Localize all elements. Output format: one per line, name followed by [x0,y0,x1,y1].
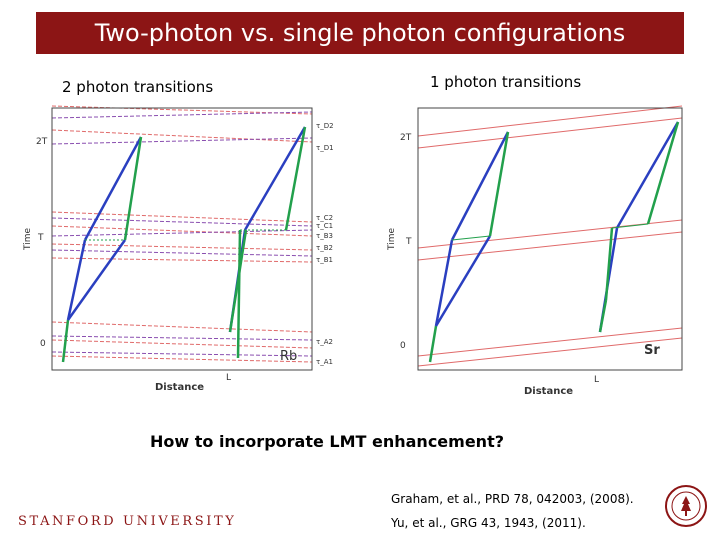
arm-fast [66,239,87,321]
lmt-question: How to incorporate LMT enhancement? [150,432,504,451]
laser-line [51,217,313,227]
rb-laser-lines [51,105,313,363]
rb-axes-frame [51,107,313,371]
pulse-label: τ_B2 [316,244,333,252]
sr-xtick-l: L [594,375,599,385]
arm-slow [284,126,307,231]
sr-ytick-t: T [405,237,412,247]
reference-graham: Graham, et al., PRD 78, 042003, (2008). [391,492,634,506]
sr-one-photon-diagram: 2T T 0 Time Distance L Sr [387,105,683,397]
pulse-label: τ_B3 [316,232,333,240]
laser-line [417,231,683,261]
rb-x-axis-label: Distance [155,382,204,393]
laser-line [51,355,313,363]
arm-fast [450,131,510,241]
rb-arms [61,126,307,363]
arm-link [451,235,491,241]
arm-link [611,223,649,229]
arm-slow [604,227,614,301]
sr-laser-lines [417,105,683,367]
pulse-label: τ_B1 [316,256,333,264]
laser-line [51,225,313,237]
arm-fast [615,121,680,229]
rb-xtick-l: L [226,373,231,383]
laser-line [51,129,313,143]
one-photon-label: 1 photon transitions [430,73,582,91]
sr-ytick-2t: 2T [400,133,412,143]
arm-fast [243,126,307,231]
laser-line [51,211,313,223]
rb-two-photon-diagram: 2T T 0 Time Distance L τ_A1 τ_A2 τ_B1 τ_… [23,105,334,393]
sr-axes-frame [417,107,683,371]
laser-line [51,257,313,263]
sr-arms [428,121,680,363]
laser-line [51,105,313,115]
pulse-label: τ_D2 [316,122,334,130]
arm-slow [646,121,680,225]
arm-slow [488,131,510,237]
pulse-label: τ_A1 [316,358,333,366]
laser-line [417,117,683,149]
rb-ytick-0: 0 [40,339,46,349]
arm-fast [434,235,492,327]
laser-line [51,335,313,341]
stanford-seal-icon [665,485,707,527]
pulse-label: τ_C2 [316,214,333,222]
laser-line [417,327,683,357]
laser-line [51,351,313,357]
rb-ytick-t: T [37,233,44,243]
stanford-wordmark: STANFORD UNIVERSITY [18,514,237,529]
reference-yu: Yu, et al., GRG 43, 1943, (2011). [391,516,586,530]
arm-slow [428,325,438,363]
arm-slow [236,229,242,359]
laser-line [51,321,313,333]
arm-slow [123,136,143,241]
laser-line [51,249,313,257]
laser-line [51,243,313,251]
sr-atom-label: Sr [644,343,660,358]
arm-slow [61,319,70,363]
pulse-label: τ_C1 [316,222,333,230]
two-photon-label: 2 photon transitions [62,78,214,96]
rb-y-axis-label: Time [23,228,33,251]
laser-line [417,337,683,367]
pulse-label: τ_D1 [316,144,334,152]
laser-line [51,339,313,349]
arm-fast [66,239,127,321]
laser-line [417,105,683,137]
arm-fast [434,239,454,327]
rb-atom-label: Rb [280,349,297,364]
rb-ytick-2t: 2T [36,137,48,147]
laser-line [51,111,313,119]
arm-fast [83,136,143,241]
sr-y-axis-label: Time [387,228,397,251]
laser-line [51,137,313,145]
sr-x-axis-label: Distance [524,386,573,397]
rb-pulse-labels: τ_A1 τ_A2 τ_B1 τ_B2 τ_B3 τ_C1 τ_C2 τ_D1 … [316,122,334,366]
slide-title: Two-photon vs. single photon configurati… [36,12,684,54]
laser-line [51,229,313,237]
pulse-label: τ_A2 [316,338,333,346]
arm-slow [598,299,608,333]
sr-ytick-0: 0 [400,341,406,351]
